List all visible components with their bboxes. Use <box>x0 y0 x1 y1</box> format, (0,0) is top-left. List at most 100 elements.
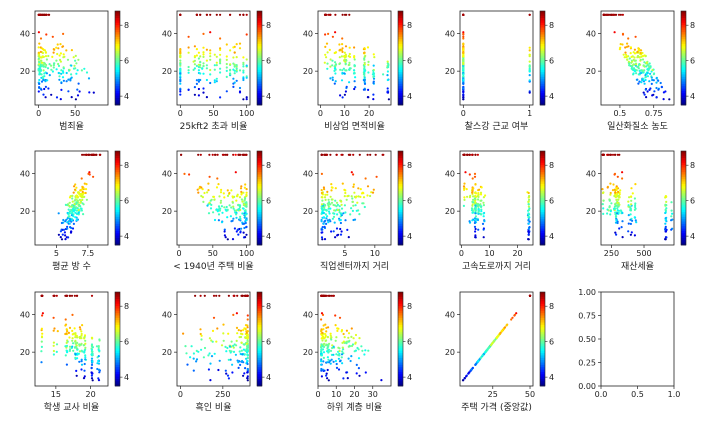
colorbar-segment <box>257 353 262 356</box>
data-point <box>326 51 329 54</box>
colorbar: 468 <box>539 150 554 246</box>
data-point <box>71 313 74 316</box>
data-point <box>344 60 347 64</box>
data-point <box>56 330 59 333</box>
colorbar-segment <box>398 320 403 323</box>
data-point <box>90 357 94 360</box>
data-point <box>74 332 77 335</box>
colorbar-segment <box>540 367 545 370</box>
data-point <box>609 210 612 213</box>
data-point <box>325 56 328 59</box>
colorbar-segment <box>257 214 262 218</box>
data-point <box>74 216 77 219</box>
data-point <box>45 33 48 36</box>
data-point <box>617 13 621 16</box>
data-point <box>98 368 101 371</box>
colorbar-tick-label: 6 <box>124 197 129 206</box>
colorbar-segment <box>540 313 545 316</box>
data-point <box>215 80 218 83</box>
data-point <box>338 62 341 66</box>
data-point <box>220 344 224 347</box>
colorbar-segment <box>540 55 545 59</box>
data-point <box>98 371 101 374</box>
data-point <box>239 187 243 190</box>
x-tick-label: 30 <box>368 390 378 399</box>
data-point <box>209 52 212 55</box>
colorbar-segment <box>398 83 403 87</box>
data-point <box>372 69 375 72</box>
colorbar-segment <box>115 97 120 101</box>
colorbar: 468 <box>539 291 554 387</box>
data-point <box>232 205 235 208</box>
data-point <box>320 346 323 349</box>
colorbar-frame <box>539 291 546 387</box>
data-point <box>82 187 85 190</box>
colorbar-segment <box>115 69 120 73</box>
y-tick-label: 20 <box>445 348 455 357</box>
data-point <box>340 212 343 215</box>
data-point <box>352 72 356 75</box>
data-point <box>237 204 240 207</box>
colorbar-segment <box>398 69 403 73</box>
data-point <box>329 349 333 352</box>
data-point <box>320 196 323 199</box>
data-point <box>327 221 330 224</box>
data-point <box>235 64 238 67</box>
colorbar-segment <box>540 155 545 159</box>
data-point <box>334 80 337 83</box>
data-point <box>199 153 202 156</box>
data-point <box>47 54 50 58</box>
data-point <box>329 334 332 337</box>
colorbar-segment <box>398 162 403 166</box>
data-point <box>206 204 209 207</box>
y-tick-label: 0.00 <box>578 382 596 391</box>
data-point <box>335 205 338 208</box>
data-point <box>482 227 485 230</box>
data-point <box>602 207 605 210</box>
colorbar-segment <box>398 39 403 42</box>
data-point <box>40 340 43 343</box>
data-point <box>323 238 327 241</box>
data-point <box>190 345 193 348</box>
data-point <box>85 153 88 156</box>
data-point <box>208 175 211 178</box>
data-point <box>208 352 211 355</box>
data-point <box>69 79 72 82</box>
data-point <box>323 61 326 64</box>
data-point <box>664 195 667 198</box>
colorbar-segment <box>540 322 545 326</box>
data-point <box>362 73 366 76</box>
data-point <box>462 13 465 16</box>
colorbar-segment <box>540 207 545 211</box>
colorbar-segment <box>681 167 686 171</box>
x-tick-label: 50 <box>70 109 80 118</box>
colorbar-tick-label: 6 <box>690 57 695 66</box>
data-point <box>343 341 346 344</box>
data-point <box>225 90 228 93</box>
data-point <box>244 236 247 239</box>
data-point <box>634 219 637 222</box>
data-point <box>472 201 475 204</box>
colorbar-segment <box>115 83 120 87</box>
scatter-points <box>182 294 249 382</box>
data-point <box>245 188 248 191</box>
data-point <box>664 218 667 222</box>
data-point <box>630 187 633 190</box>
data-point <box>636 50 639 54</box>
data-point <box>482 212 485 215</box>
data-point <box>223 230 226 233</box>
data-point <box>238 42 242 45</box>
data-point <box>38 82 41 85</box>
data-point <box>72 342 75 345</box>
data-point <box>201 188 204 191</box>
data-point <box>631 192 634 195</box>
data-point <box>335 153 338 156</box>
x-axis-label: 비상업 면적비율 <box>324 120 385 132</box>
data-point <box>463 188 466 191</box>
data-point <box>240 341 243 344</box>
data-point <box>192 369 195 372</box>
colorbar-segment <box>540 209 545 213</box>
data-point <box>239 231 242 234</box>
data-point <box>489 344 492 347</box>
data-point <box>42 65 46 68</box>
